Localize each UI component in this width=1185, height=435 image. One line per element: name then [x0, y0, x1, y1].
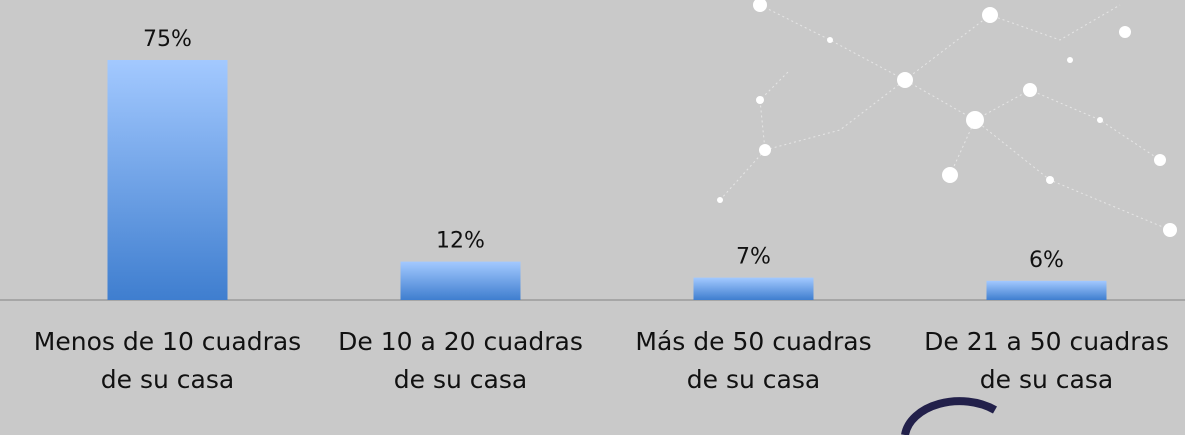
x-tick-label: De 21 a 50 cuadras de su casa — [924, 327, 1169, 394]
bar — [107, 60, 228, 300]
bar — [693, 277, 814, 300]
value-label: 7% — [736, 245, 771, 270]
value-label: 6% — [1029, 248, 1064, 273]
value-label: 75% — [143, 27, 192, 52]
x-tick-label: Menos de 10 cuadras de su casa — [33, 327, 302, 394]
bar — [400, 261, 521, 300]
value-label: 12% — [436, 229, 485, 254]
bar — [986, 280, 1107, 300]
logo — [901, 397, 998, 435]
constellation — [717, 0, 1177, 237]
x-tick-label: De 10 a 20 cuadras de su casa — [338, 327, 583, 394]
x-tick-label: Más de 50 cuadras de su casa — [635, 327, 872, 394]
